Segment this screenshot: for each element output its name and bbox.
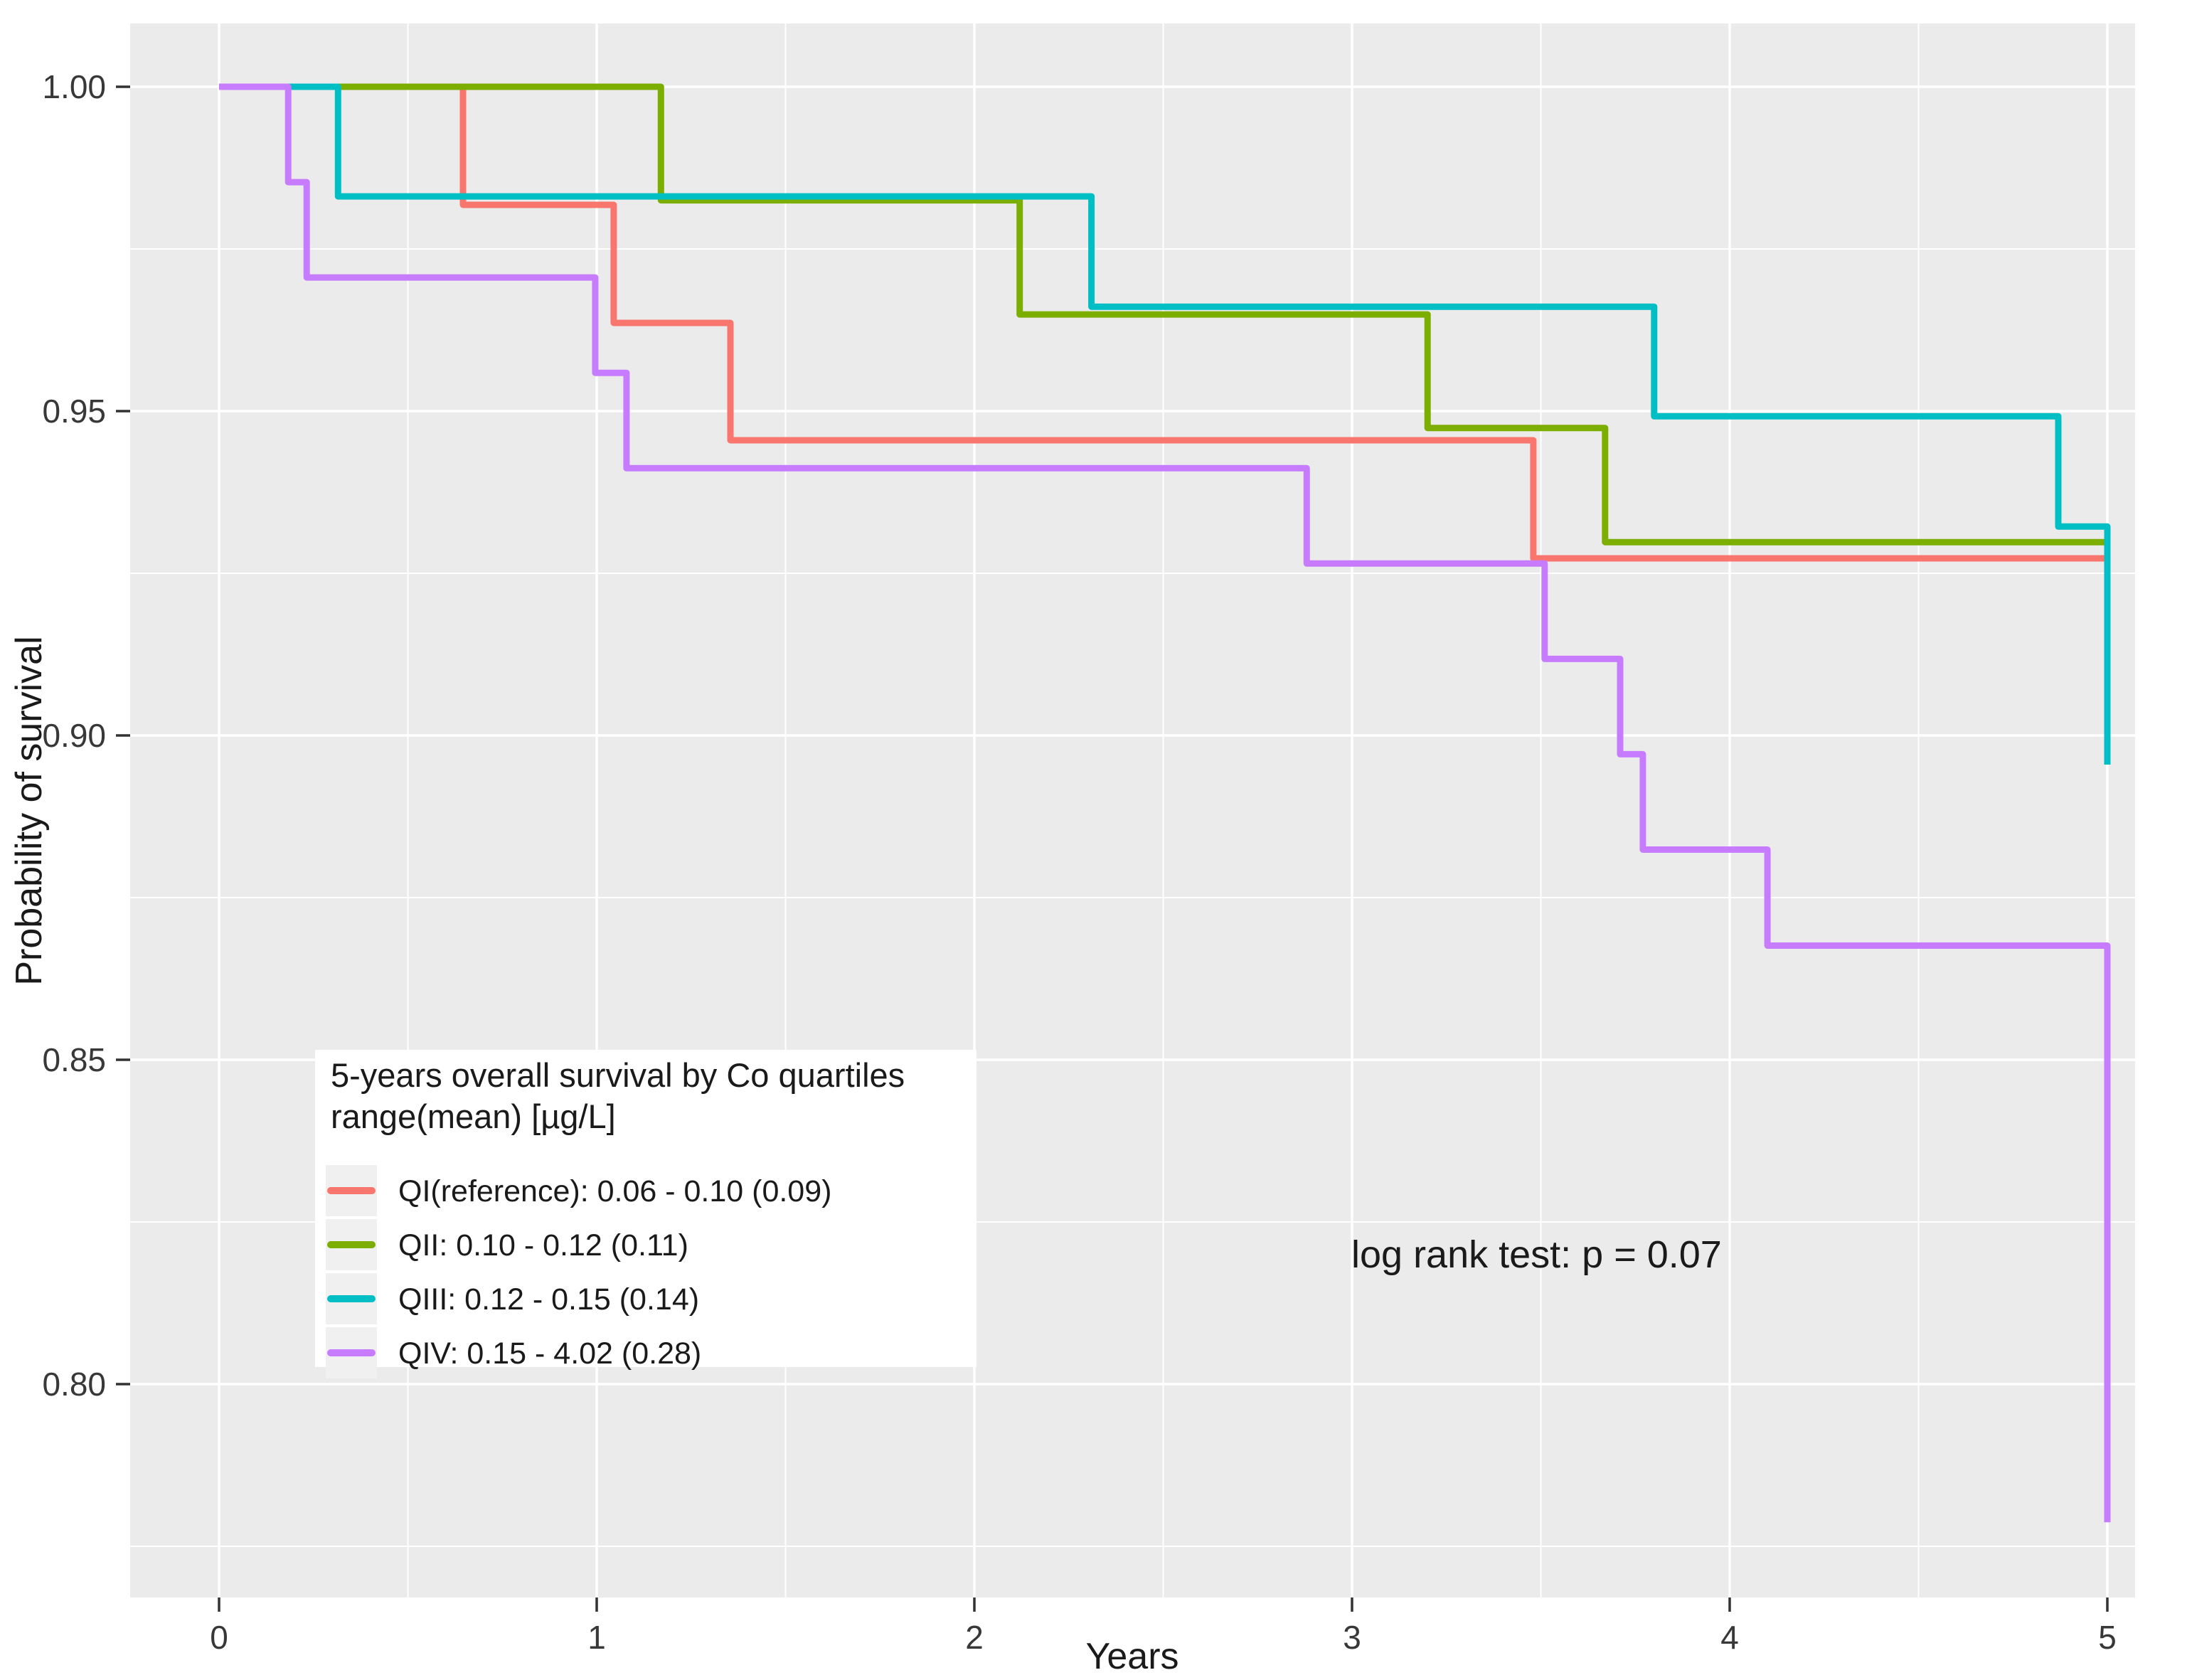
km-curve-QI: [219, 83, 2107, 562]
legend-label-QI: QI(reference): 0.06 - 0.10 (0.09): [398, 1174, 831, 1208]
x-tick-label-3: 3: [1343, 1619, 1361, 1656]
km-curve-QII: [219, 83, 2107, 546]
legend-title-line2: range(mean) [µg/L]: [331, 1097, 616, 1135]
x-tick-label-5: 5: [2098, 1619, 2117, 1656]
y-tick-label-1.00: 1.00: [42, 68, 106, 105]
km-curve-QIV: [219, 83, 2111, 1523]
log-rank-annotation: log rank test: p = 0.07: [1351, 1233, 1722, 1276]
x-tick-label-2: 2: [965, 1619, 984, 1656]
y-tick-label-0.95: 0.95: [42, 393, 106, 430]
axis-tick-labels: 0 1 2 3 4 5 1.00 0.95 0.90 0.85 0.80: [42, 68, 2116, 1656]
y-tick-label-0.90: 0.90: [42, 717, 106, 754]
x-tick-label-0: 0: [210, 1619, 228, 1656]
axis-ticks: [116, 85, 2109, 1612]
legend-background: [315, 1050, 977, 1367]
legend-title-line1: 5-years overall survival by Co quartiles: [331, 1056, 905, 1094]
gridlines-major: [130, 23, 2135, 1597]
legend: 5-years overall survival by Co quartiles…: [315, 1050, 977, 1378]
y-tick-label-0.80: 0.80: [42, 1366, 106, 1403]
legend-label-QIII: QIII: 0.12 - 0.15 (0.14): [398, 1282, 699, 1317]
y-tick-label-0.85: 0.85: [42, 1041, 106, 1078]
x-tick-label-1: 1: [587, 1619, 606, 1656]
survival-curves: [219, 83, 2111, 1523]
km-curve-QIII: [219, 83, 2111, 765]
x-tick-label-4: 4: [1720, 1619, 1739, 1656]
legend-label-QIV: QIV: 0.15 - 4.02 (0.28): [398, 1336, 701, 1371]
x-axis-title: Years: [1085, 1636, 1178, 1677]
y-axis-title: Probability of survival: [9, 636, 50, 985]
legend-label-QII: QII: 0.10 - 0.12 (0.11): [398, 1228, 688, 1262]
